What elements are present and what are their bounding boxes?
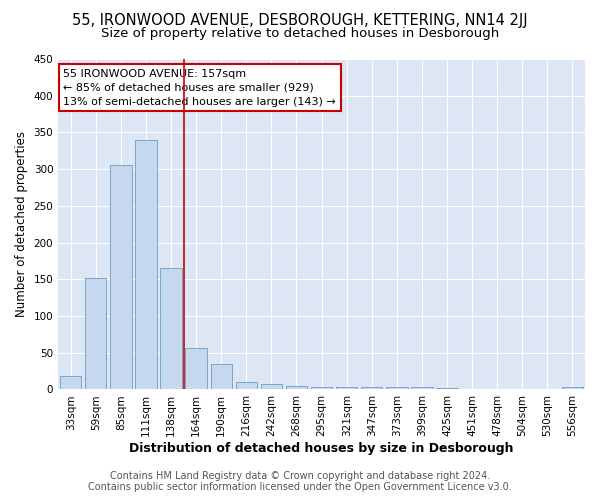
Bar [461, 388, 483, 390]
Text: Size of property relative to detached houses in Desborough: Size of property relative to detached ho… [101, 28, 499, 40]
Bar [261, 384, 282, 390]
Text: Contains HM Land Registry data © Crown copyright and database right 2024.
Contai: Contains HM Land Registry data © Crown c… [88, 471, 512, 492]
Y-axis label: Number of detached properties: Number of detached properties [15, 131, 28, 317]
Bar [60, 376, 82, 390]
Bar [85, 278, 106, 390]
Bar [160, 268, 182, 390]
Bar [411, 388, 433, 390]
Bar [311, 388, 332, 390]
Bar [336, 386, 358, 390]
Bar [236, 382, 257, 390]
Bar [185, 348, 207, 390]
Bar [361, 386, 382, 390]
Bar [436, 388, 458, 390]
Text: 55, IRONWOOD AVENUE, DESBOROUGH, KETTERING, NN14 2JJ: 55, IRONWOOD AVENUE, DESBOROUGH, KETTERI… [72, 12, 528, 28]
Text: 55 IRONWOOD AVENUE: 157sqm
← 85% of detached houses are smaller (929)
13% of sem: 55 IRONWOOD AVENUE: 157sqm ← 85% of deta… [64, 69, 336, 107]
Bar [286, 386, 307, 390]
Bar [136, 140, 157, 390]
Bar [562, 388, 583, 390]
Bar [110, 164, 131, 390]
Bar [386, 388, 407, 390]
Bar [211, 364, 232, 390]
X-axis label: Distribution of detached houses by size in Desborough: Distribution of detached houses by size … [130, 442, 514, 455]
